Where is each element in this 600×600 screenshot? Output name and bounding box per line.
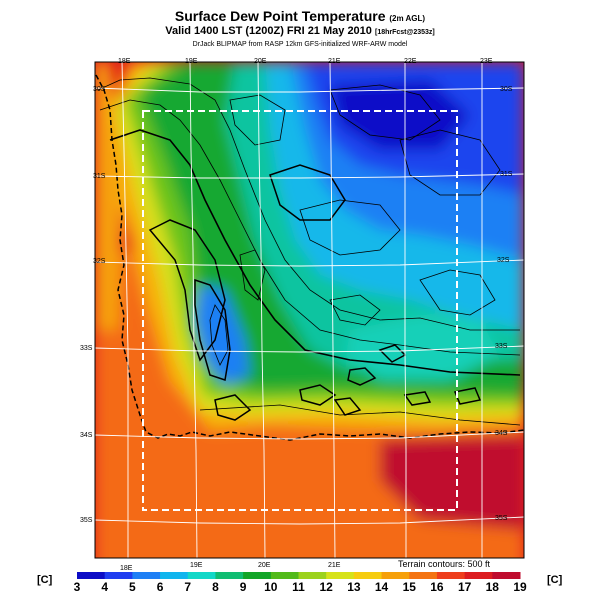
lon-label-bottom-21e: 21E	[328, 562, 341, 569]
model-credit: DrJack BLIPMAP from RASP 12km GFS-initia…	[192, 41, 408, 48]
lat-label-right-31s: 31S	[500, 171, 513, 178]
colorbar-swatch	[492, 572, 521, 579]
lon-label-bottom-18e: 18E	[120, 565, 133, 572]
colorbar-label: 8	[212, 580, 219, 594]
map-subtitle: Valid 1400 LST (1200Z) FRI 21 May 2010 […	[0, 25, 600, 37]
colorbar-swatch	[409, 572, 438, 579]
lat-label-right-35s: 35S	[495, 515, 508, 522]
colorbar-swatch	[132, 572, 161, 579]
map-frame	[94, 61, 525, 559]
lon-label-top-21e: 21E	[328, 58, 341, 65]
lon-label-top-19e: 19E	[185, 58, 198, 65]
colorbar-swatch	[464, 572, 493, 579]
colorbar-swatch	[215, 572, 244, 579]
lat-label-right-32s: 32S	[497, 257, 510, 264]
colorbar-swatch	[160, 572, 189, 579]
colorbar-label: 6	[156, 580, 164, 594]
colorbar-swatch	[77, 572, 106, 579]
colorbar-label: 15	[402, 580, 416, 594]
field-layer	[95, 62, 524, 558]
colorbar-swatch	[104, 572, 133, 579]
lat-label-left-34s: 34S	[80, 432, 93, 439]
colorbar-swatch	[243, 572, 272, 579]
colorbar-label: 13	[347, 580, 361, 594]
colorbar-swatch	[270, 572, 299, 579]
colorbar-swatch	[353, 572, 383, 579]
lat-lon-grid	[94, 61, 525, 559]
lon-label-bottom-19e: 19E	[190, 562, 203, 569]
colorbar-unit-left: [C]	[37, 574, 53, 586]
colorbar-swatch	[381, 572, 410, 579]
colorbar-label: 3	[73, 580, 81, 594]
lat-label-right-34s: 34S	[495, 430, 508, 437]
inner-domain-box	[142, 110, 458, 511]
colorbar-label: 18	[485, 580, 499, 594]
lat-label-left-31s: 31S	[93, 173, 106, 180]
colorbar-label: 14	[374, 580, 389, 594]
subtitle-text: Valid 1400 LST (1200Z) FRI 21 May 2010	[165, 25, 372, 37]
lon-label-top-22e: 22E	[404, 58, 417, 65]
lat-label-left-32s: 32S	[93, 258, 106, 265]
colorbar-label: 9	[239, 580, 247, 594]
title-suffix: (2m AGL)	[389, 14, 426, 23]
colorbar-label: 16	[430, 580, 444, 594]
title-text: Surface Dew Point Temperature	[174, 8, 386, 24]
lat-label-right-30s: 30S	[500, 86, 513, 93]
lon-label-top-18e: 18E	[118, 58, 131, 65]
colorbar-label: 7	[184, 580, 192, 594]
colorbar-swatch	[298, 572, 327, 579]
lat-label-right-33s: 33S	[495, 343, 508, 350]
colorbar-unit-right: [C]	[547, 574, 563, 586]
colorbar-label: 5	[129, 580, 136, 594]
lon-label-bottom-20e: 20E	[258, 562, 271, 569]
colorbar	[77, 572, 521, 579]
colorbar-swatch	[187, 572, 216, 579]
lon-label-top-20e: 20E	[254, 58, 267, 65]
lon-label-top-23e: 23E	[480, 58, 493, 65]
colorbar-label: 10	[264, 580, 278, 594]
colorbar-labels: 3 4 5 6 7 8 9 10 11 12 13 14 15 16 17 18 19	[0, 580, 600, 596]
colorbar-label: 11	[292, 580, 305, 594]
colorbar-swatch	[326, 572, 355, 579]
colorbar-label: 17	[457, 580, 472, 594]
coastline	[95, 74, 524, 441]
lat-label-left-33s: 33S	[80, 345, 93, 352]
grid-labels: 18E 19E 20E 21E 22E 23E 18E 19E 20E 21E …	[80, 58, 513, 572]
colorbar-label: 4	[101, 580, 109, 594]
lat-label-left-35s: 35S	[80, 517, 93, 524]
subtitle-suffix: [18hrFcst@2353z]	[374, 29, 435, 36]
terrain-contour-note: Terrain contours: 500 ft	[398, 559, 491, 569]
lat-label-left-30s: 30S	[93, 86, 106, 93]
colorbar-label: 19	[513, 580, 527, 594]
map-title: Surface Dew Point Temperature (2m AGL)	[0, 8, 600, 24]
colorbar-label: 12	[319, 580, 333, 594]
colorbar-swatch	[436, 572, 466, 579]
